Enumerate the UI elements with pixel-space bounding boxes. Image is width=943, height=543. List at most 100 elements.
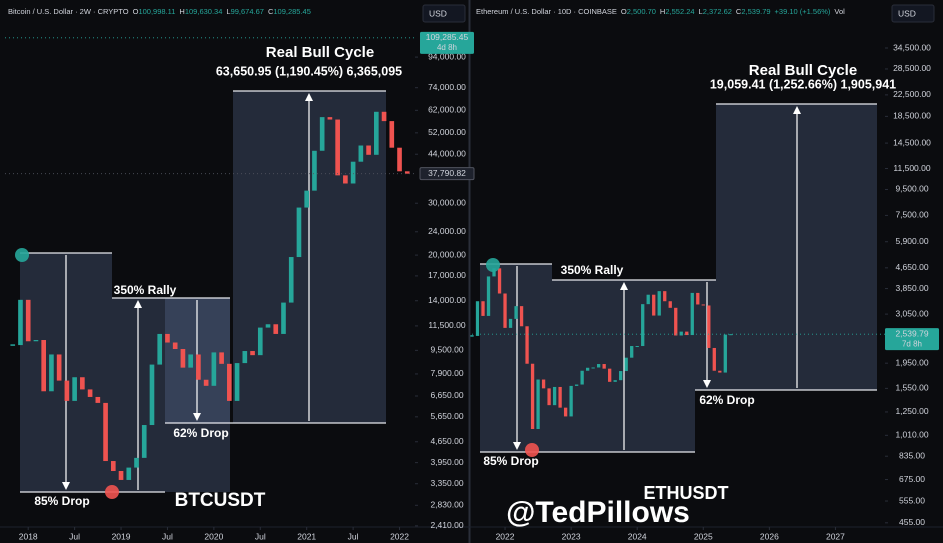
candle (343, 175, 348, 184)
candle (358, 145, 364, 162)
x-tick-label: 2023 (562, 531, 581, 541)
y-tick-label: 30,000.00 (428, 197, 466, 207)
candle (281, 302, 286, 334)
candle (718, 370, 722, 373)
candle (668, 301, 672, 308)
y-tick-label: 1,010.00 (895, 430, 928, 440)
candle (552, 386, 557, 406)
candle (503, 293, 507, 328)
x-tick-label: 2022 (390, 531, 409, 541)
currency-label[interactable]: USD (898, 8, 916, 18)
y-tick-label: 34,500.00 (893, 42, 931, 52)
candle (319, 117, 325, 151)
candle (250, 351, 255, 356)
candle (56, 354, 62, 381)
y-tick-label: 455.00 (899, 517, 925, 527)
y-tick-label: 28,500.00 (893, 63, 931, 73)
y-tick-label: 675.00 (899, 474, 925, 484)
candle (646, 294, 650, 305)
candle (288, 257, 294, 303)
x-tick-label: 2025 (694, 531, 713, 541)
x-tick-label: 2020 (204, 531, 223, 541)
candle (149, 364, 155, 426)
ohlc-value: 2,372.62 (703, 7, 732, 16)
y-tick-label: 5,900.00 (895, 236, 928, 246)
y-tick-label: 18,500.00 (893, 111, 931, 121)
peak-marker (486, 258, 500, 272)
ohlc-label: H (660, 7, 665, 16)
price-tag-label: 109,285.45 (426, 32, 469, 42)
x-tick-label: Jul (162, 531, 173, 541)
price-tag-label: 2,539.79 (895, 328, 928, 338)
ohlc-value: 109,285.45 (273, 7, 311, 16)
price-tag (420, 31, 474, 54)
candle (312, 150, 317, 191)
crash-label: 85% Drop (34, 494, 89, 508)
y-tick-label: 555.00 (899, 495, 925, 505)
candle (630, 346, 634, 358)
candle (110, 461, 116, 472)
arrows (65, 95, 310, 490)
eth-drawings (480, 103, 877, 453)
ohlc-label: C (268, 7, 274, 16)
candle (366, 145, 371, 155)
price-tag (419, 167, 475, 181)
candle (558, 386, 562, 408)
cycle-label: Real Bull Cycle (266, 44, 374, 61)
candle (242, 351, 248, 364)
candle (265, 324, 271, 328)
candle (569, 385, 573, 417)
candle (597, 364, 601, 368)
candle (203, 379, 209, 386)
ohlc-label: O (133, 7, 139, 16)
candle (585, 367, 590, 371)
eth-plot (470, 268, 733, 430)
btc-plot (10, 111, 410, 480)
candle (690, 292, 694, 336)
currency-button[interactable] (422, 4, 466, 23)
ohlc-value: 2,539.79 (741, 7, 770, 16)
candle (657, 291, 661, 316)
candle (389, 121, 395, 148)
x-tick-label: Jul (69, 531, 80, 541)
y-tick-label: 24,000.00 (428, 226, 466, 236)
cycle-label: Real Bull Cycle (749, 62, 857, 79)
candle (641, 304, 645, 347)
candle (95, 396, 101, 403)
chart-title: Bitcoin / U.S. Dollar · 2W · CRYPTO (8, 7, 129, 16)
cycle-stats: 63,650.95 (1,190.45%) 6,365,095 (216, 64, 402, 78)
y-tick-label: 22,500.00 (893, 89, 931, 99)
candle (696, 292, 700, 305)
ohlc-label: L (226, 7, 230, 16)
box-edges (480, 103, 877, 453)
candle (165, 333, 170, 343)
x-tick-label: 2018 (19, 531, 38, 541)
candle (126, 467, 132, 480)
ohlc-value: 2,500.70 (627, 7, 656, 16)
candle (481, 301, 485, 316)
ohlc-value: 109,630.34 (185, 7, 223, 16)
currency-label[interactable]: USD (429, 8, 447, 18)
cycle-stats: 19,059.41 (1,252.66%) 1,905,941 (710, 77, 896, 91)
y-tick-label: 52,000.00 (428, 127, 466, 137)
candle (80, 377, 85, 390)
y-tick-label: 44,000.00 (428, 148, 466, 158)
symbol-label: BTCUSDT (175, 490, 266, 511)
chart-title: Ethereum / U.S. Dollar · 10D · COINBASE (476, 7, 617, 16)
y-tick-label: 14,000.00 (428, 295, 466, 305)
candle (613, 380, 617, 382)
y-tick-label: 1,550.00 (895, 383, 928, 393)
candle (591, 367, 595, 369)
box-edges (20, 90, 386, 493)
change: +39.10 (+1.56%) (775, 7, 831, 16)
candle (49, 354, 54, 392)
ohlc-value: 100,998.11 (138, 7, 175, 16)
chart-header: Ethereum / U.S. Dollar · 10D · COINBASE O… (476, 7, 845, 16)
candle (712, 347, 716, 371)
candle (257, 327, 263, 356)
candle (602, 364, 606, 369)
y-tick-label: 62,000.00 (428, 105, 466, 115)
candle (18, 299, 23, 346)
price-tag-countdown: 4d 8h (437, 43, 457, 52)
currency-button[interactable] (891, 4, 935, 23)
